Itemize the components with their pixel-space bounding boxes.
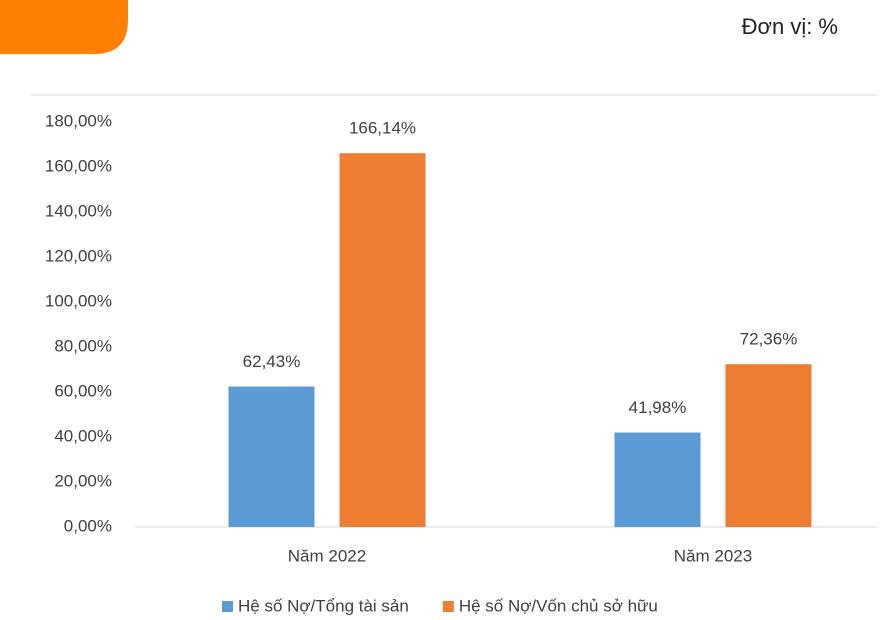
data-label: 62,43% [243,352,301,371]
y-tick-label: 160,00% [45,156,112,175]
y-tick-label: 20,00% [54,471,112,490]
x-tick-label: Năm 2022 [288,546,366,565]
bar [339,153,426,527]
legend-swatch [442,601,454,612]
y-tick-label: 60,00% [54,381,112,400]
y-tick-label: 140,00% [45,201,112,220]
y-tick-label: 0,00% [64,516,112,535]
legend-label: Hệ số Nợ/Vốn chủ sở hữu [459,596,658,615]
y-tick-label: 40,00% [54,426,112,445]
bar [725,364,812,527]
bar [614,432,701,527]
data-label: 41,98% [629,398,687,417]
bar [228,386,315,527]
x-tick-label: Năm 2023 [674,546,752,565]
legend-label: Hệ số Nợ/Tổng tài sản [238,596,409,615]
y-tick-label: 80,00% [54,336,112,355]
unit-label: Đơn vị: % [742,14,838,39]
decor-shape [0,0,128,54]
y-tick-label: 100,00% [45,291,112,310]
y-tick-label: 180,00% [45,111,112,130]
legend-swatch [222,601,233,612]
y-tick-label: 120,00% [45,246,112,265]
data-label: 166,14% [349,119,416,138]
data-label: 72,36% [740,330,798,349]
